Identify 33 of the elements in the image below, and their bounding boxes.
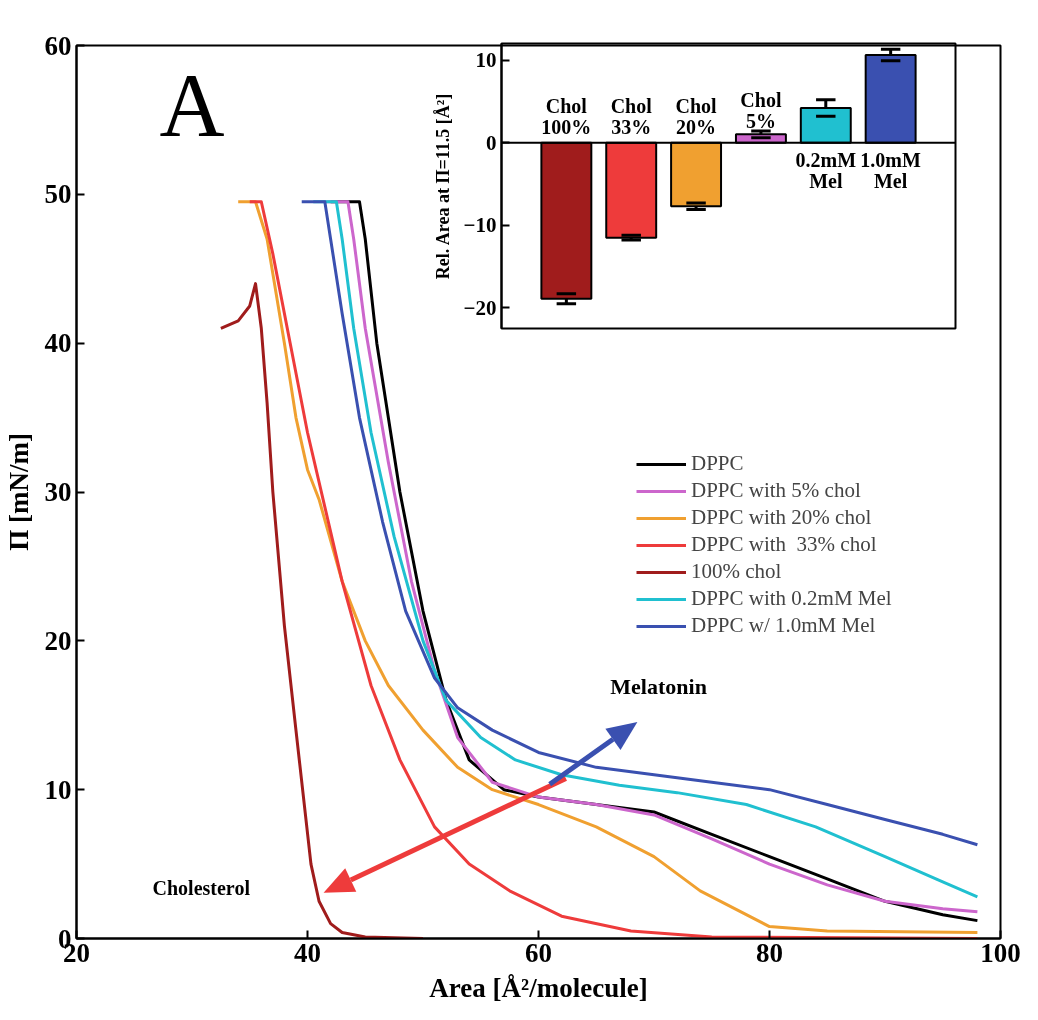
y-axis-title: Π [mN/m] [3, 433, 34, 551]
x-tick-label: Chol 20% [675, 94, 718, 138]
annotation: Melatonin [610, 674, 707, 700]
x-tick-label: Chol 5% [740, 88, 782, 132]
y-tick-label: 30 [44, 477, 72, 507]
y-tick-label: 10 [475, 48, 497, 73]
legend-label: DPPC w/ 1.0mM Mel [691, 613, 876, 638]
legend-label: DPPC with 33% chol [691, 532, 877, 557]
x-axis-title: Area [Å²/molecule] [429, 972, 648, 1003]
y-tick-label: 20 [44, 625, 72, 656]
legend-label: 100% chol [691, 559, 782, 584]
x-tick-label: 60 [525, 937, 552, 968]
x-tick-label: Chol 100% [541, 94, 592, 138]
x-tick-label: Chol 33% [610, 94, 653, 138]
legend-label: DPPC with 20% chol [691, 505, 872, 530]
y-tick-label: 10 [44, 774, 72, 805]
x-tick-label: 80 [756, 937, 783, 968]
y-tick-label: 60 [44, 30, 72, 61]
x-tick-label: 0.2mM Mel [795, 149, 857, 193]
legend-label: DPPC [691, 451, 744, 476]
y-axis-title: Rel. Area at Π=11.5 [Å²] [432, 93, 453, 280]
x-tick-label: 100 [980, 937, 1021, 968]
legend-label: DPPC with 0.2mM Mel [691, 586, 892, 611]
annotation: A [159, 55, 225, 155]
y-tick-label: −20 [463, 295, 497, 320]
x-tick-label: 1.0mM Mel [860, 149, 922, 193]
annotation: Cholesterol [152, 876, 251, 899]
y-tick-label: 50 [44, 179, 72, 210]
x-tick-label: 40 [294, 937, 321, 968]
y-tick-label: 0 [486, 130, 497, 155]
y-tick-label: 40 [44, 328, 72, 359]
legend-label: DPPC with 5% chol [691, 478, 861, 503]
y-tick-label: −10 [463, 213, 497, 238]
